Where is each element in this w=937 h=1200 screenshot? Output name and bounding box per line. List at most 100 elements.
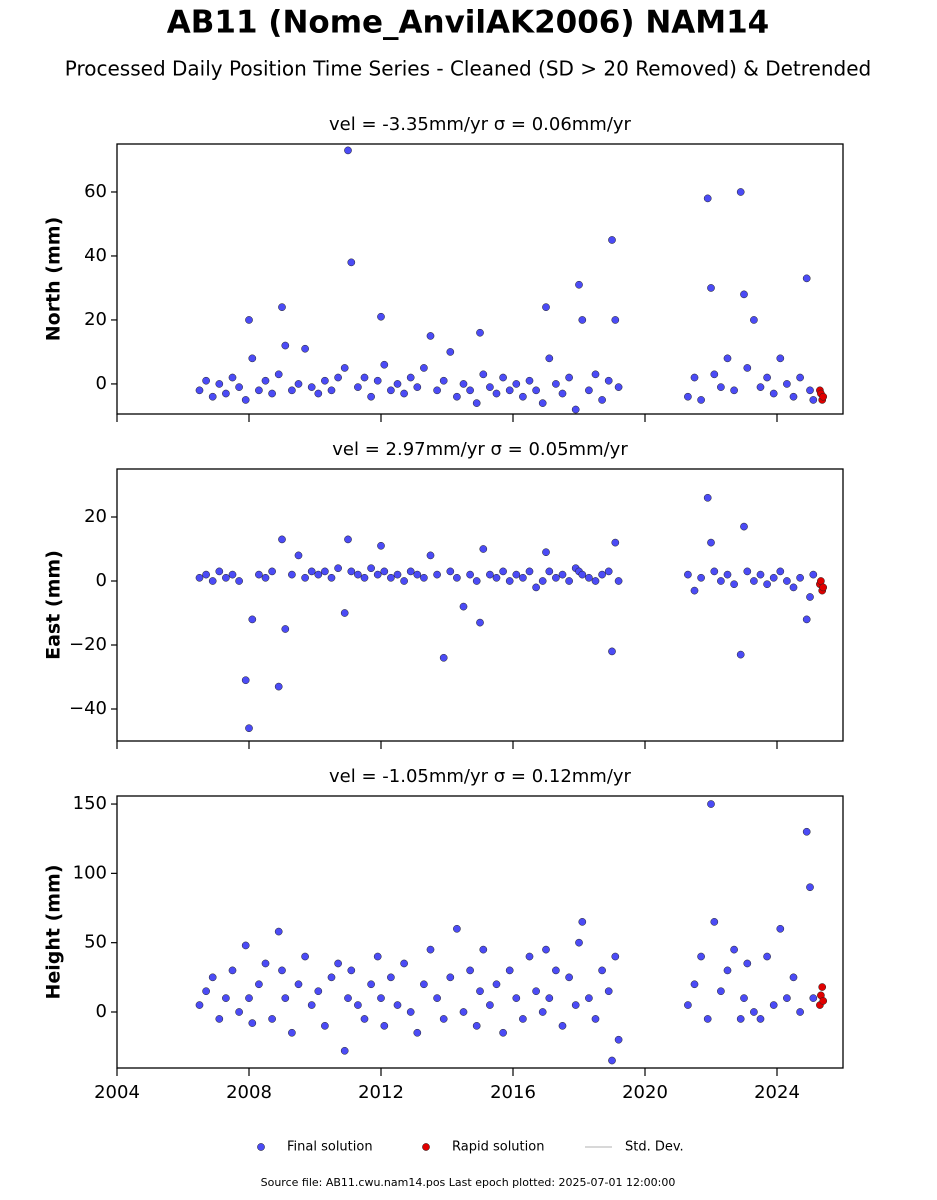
data-point bbox=[202, 376, 210, 385]
data-point bbox=[558, 389, 567, 398]
data-point bbox=[307, 1001, 316, 1009]
data-point bbox=[565, 577, 573, 585]
data-point bbox=[552, 573, 560, 582]
data-point bbox=[344, 994, 352, 1002]
data-point bbox=[499, 567, 507, 576]
data-point bbox=[334, 564, 342, 573]
data-point bbox=[817, 577, 825, 585]
data-point bbox=[575, 280, 583, 289]
data-point bbox=[245, 316, 253, 324]
data-point bbox=[743, 567, 752, 576]
data-point bbox=[439, 376, 448, 385]
data-point bbox=[611, 538, 620, 547]
data-point bbox=[241, 941, 250, 950]
data-point bbox=[479, 545, 488, 553]
data-point bbox=[268, 567, 276, 576]
y-tick-label: 60 bbox=[84, 181, 107, 202]
data-point bbox=[195, 1001, 204, 1009]
data-point bbox=[406, 1008, 415, 1016]
data-point bbox=[433, 386, 441, 395]
data-point bbox=[740, 290, 748, 299]
data-point bbox=[723, 354, 732, 363]
data-point bbox=[532, 987, 540, 996]
y-axis-label: North (mm) bbox=[43, 217, 65, 342]
data-point bbox=[545, 354, 554, 363]
data-point bbox=[796, 1008, 804, 1016]
data-point bbox=[453, 573, 461, 582]
data-point bbox=[789, 973, 798, 982]
data-point bbox=[611, 316, 620, 324]
data-point bbox=[222, 573, 230, 582]
data-point bbox=[307, 567, 316, 576]
data-point bbox=[420, 364, 428, 372]
data-point bbox=[472, 1022, 481, 1030]
data-point bbox=[552, 966, 560, 975]
data-point bbox=[611, 952, 620, 961]
data-point bbox=[604, 987, 613, 996]
data-point bbox=[241, 676, 250, 685]
data-point bbox=[400, 577, 408, 585]
data-point bbox=[245, 994, 253, 1002]
data-point bbox=[377, 312, 385, 321]
data-point bbox=[459, 1008, 468, 1016]
data-point bbox=[377, 994, 385, 1002]
data-point bbox=[789, 392, 798, 401]
data-point bbox=[459, 602, 468, 611]
data-point bbox=[327, 386, 336, 395]
data-point bbox=[235, 383, 243, 391]
data-point bbox=[525, 952, 534, 961]
data-point bbox=[717, 987, 725, 996]
data-point bbox=[819, 997, 828, 1005]
data-point bbox=[505, 966, 514, 975]
data-point bbox=[208, 973, 217, 982]
data-point bbox=[453, 924, 461, 933]
axes-frame bbox=[116, 795, 844, 1069]
data-point bbox=[334, 373, 342, 382]
plot-area bbox=[195, 146, 828, 414]
data-point bbox=[796, 373, 804, 382]
figure-title: AB11 (Nome_AnvilAK2006) NAM14 bbox=[167, 5, 770, 41]
data-point bbox=[400, 959, 408, 968]
y-tick-label: 20 bbox=[84, 309, 107, 330]
data-point bbox=[380, 567, 389, 576]
data-point bbox=[380, 360, 389, 369]
data-point bbox=[525, 567, 534, 576]
data-point bbox=[406, 373, 415, 382]
y-tick-label: 0 bbox=[96, 373, 107, 394]
data-point bbox=[819, 583, 828, 592]
data-point bbox=[479, 370, 488, 379]
data-point bbox=[367, 980, 375, 989]
y-tick-label: 0 bbox=[96, 1001, 107, 1022]
data-point bbox=[703, 194, 712, 203]
data-point bbox=[321, 376, 329, 385]
data-point bbox=[261, 376, 270, 385]
data-point bbox=[763, 952, 771, 961]
data-point bbox=[439, 653, 448, 662]
data-point bbox=[776, 354, 785, 363]
data-point bbox=[387, 386, 395, 395]
data-point bbox=[433, 570, 441, 579]
data-point bbox=[756, 383, 765, 391]
data-point bbox=[542, 303, 550, 312]
data-point bbox=[393, 380, 402, 388]
data-point bbox=[466, 570, 474, 579]
data-point bbox=[776, 924, 785, 933]
data-point bbox=[426, 332, 435, 340]
data-point bbox=[505, 386, 514, 395]
data-point bbox=[486, 383, 494, 391]
data-point bbox=[743, 364, 752, 372]
axes-frame bbox=[116, 468, 844, 742]
data-point bbox=[215, 1015, 224, 1023]
data-point bbox=[413, 1028, 422, 1037]
data-point bbox=[585, 994, 593, 1002]
data-point bbox=[591, 370, 600, 379]
data-point bbox=[519, 392, 527, 401]
y-tick-label: −40 bbox=[69, 698, 107, 719]
legend-marker bbox=[422, 1143, 430, 1151]
data-point bbox=[707, 284, 715, 292]
data-point bbox=[690, 586, 699, 595]
data-point bbox=[756, 570, 765, 579]
data-point bbox=[802, 827, 811, 836]
data-point bbox=[406, 567, 415, 576]
data-point bbox=[723, 570, 732, 579]
